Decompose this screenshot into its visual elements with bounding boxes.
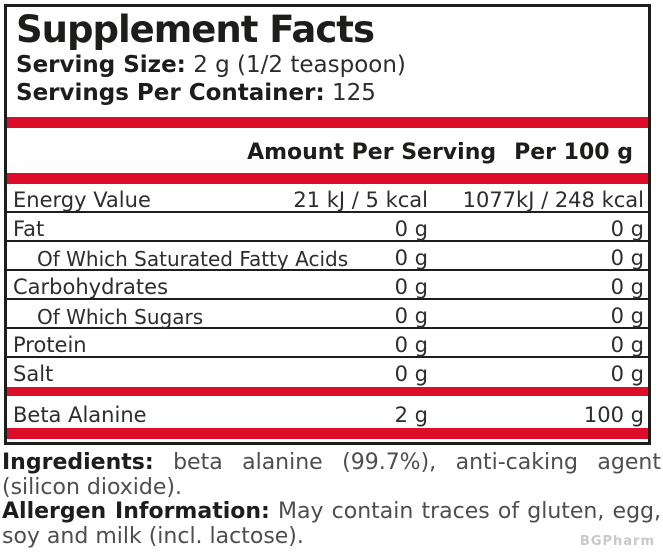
servings-per-container-line: Servings Per Container: 125 — [16, 79, 648, 107]
red-separator-bar — [7, 117, 648, 128]
amount-per-serving-value: 2 g — [394, 403, 428, 427]
amount-per-serving-value: 21 kJ / 5 kcal — [293, 188, 428, 212]
red-separator-bar — [7, 387, 648, 396]
active-ingredient-table: Beta Alanine 2 g 100 g — [7, 396, 648, 428]
amount-per-serving-value: 0 g — [394, 275, 428, 299]
allergen-label: Allergen Information: — [2, 499, 270, 524]
allergen-paragraph: Allergen Information: May contain traces… — [2, 499, 661, 549]
column-header-row: Amount Per Serving Per 100 g — [7, 128, 648, 173]
per-100g-value: 0 g — [610, 246, 644, 270]
amount-per-serving-value: 0 g — [394, 304, 428, 328]
serving-size-value: 2 g (1/2 teaspoon) — [193, 52, 406, 78]
table-row: Protein 0 g 0 g — [7, 329, 648, 358]
amount-per-serving-value: 0 g — [394, 333, 428, 357]
table-row: Fat 0 g 0 g — [7, 213, 648, 242]
servings-per-container-value: 125 — [332, 80, 376, 106]
column-header-amount-per-serving: Amount Per Serving — [247, 140, 497, 165]
per-100g-value: 0 g — [610, 362, 644, 386]
table-row: Carbohydrates 0 g 0 g — [7, 271, 648, 300]
nutrient-name: Protein — [13, 333, 87, 357]
footer-text: Ingredients: beta alanine (99.7%), anti-… — [2, 450, 661, 549]
nutrient-name: Energy Value — [13, 188, 151, 212]
table-row: Salt 0 g 0 g — [7, 358, 648, 387]
allergen-text: May contain traces of gluten, egg, soy a… — [2, 499, 661, 549]
nutrient-name: Salt — [13, 362, 54, 386]
red-separator-bar — [7, 428, 648, 439]
servings-per-container-label: Servings Per Container: — [16, 80, 325, 106]
per-100g-value: 100 g — [583, 403, 644, 427]
table-row: Of Which Saturated Fatty Acids 0 g 0 g — [7, 242, 648, 271]
per-100g-value: 1077kJ / 248 kcal — [462, 188, 644, 212]
nutrient-name: Carbohydrates — [13, 275, 169, 299]
column-header-per-100g: Per 100 g — [514, 140, 633, 165]
nutrient-name: Beta Alanine — [13, 403, 147, 427]
nutrient-table: Energy Value 21 kJ / 5 kcal 1077kJ / 248… — [7, 184, 648, 387]
nutrient-name: Of Which Sugars — [37, 305, 204, 329]
amount-per-serving-value: 0 g — [394, 362, 428, 386]
table-row: Of Which Sugars 0 g 0 g — [7, 300, 648, 329]
per-100g-value: 0 g — [610, 275, 644, 299]
table-row: Energy Value 21 kJ / 5 kcal 1077kJ / 248… — [7, 184, 648, 213]
ingredients-text: beta alanine (99.7%), anti-caking agent … — [2, 450, 661, 500]
table-row: Beta Alanine 2 g 100 g — [7, 396, 648, 428]
per-100g-value: 0 g — [610, 333, 644, 357]
amount-per-serving-value: 0 g — [394, 217, 428, 241]
per-100g-value: 0 g — [610, 304, 644, 328]
serving-size-line: Serving Size: 2 g (1/2 teaspoon) — [16, 51, 648, 79]
serving-size-label: Serving Size: — [16, 52, 186, 78]
red-separator-bar — [7, 173, 648, 184]
amount-per-serving-value: 0 g — [394, 246, 428, 270]
nutrient-name: Fat — [13, 217, 45, 241]
supplement-facts-panel: Supplement Facts Serving Size: 2 g (1/2 … — [4, 4, 651, 445]
per-100g-value: 0 g — [610, 217, 644, 241]
nutrient-name: Of Which Saturated Fatty Acids — [37, 247, 349, 271]
ingredients-paragraph: Ingredients: beta alanine (99.7%), anti-… — [2, 450, 661, 500]
ingredients-label: Ingredients: — [2, 450, 154, 475]
panel-title: Supplement Facts — [16, 8, 375, 51]
bgpharm-watermark: BGPharm — [579, 534, 655, 549]
